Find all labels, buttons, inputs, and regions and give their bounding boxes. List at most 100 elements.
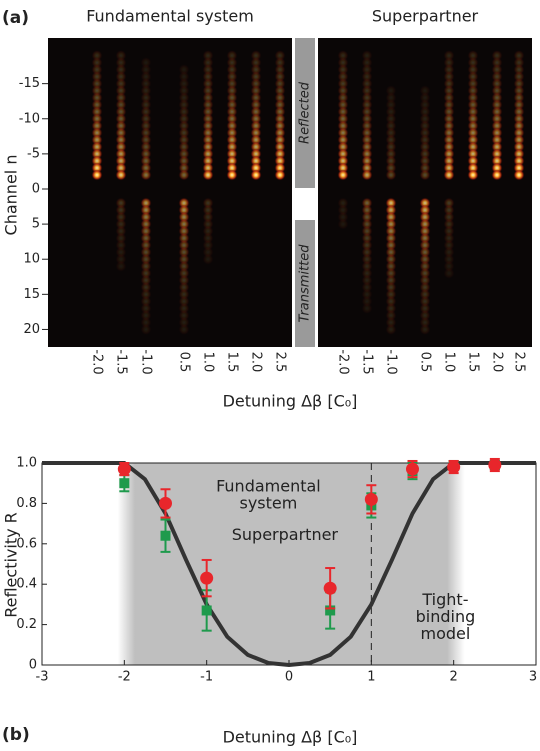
marker <box>200 571 214 585</box>
x-tick-label: 2.5 <box>273 352 288 373</box>
annotation: system <box>239 494 297 513</box>
light-spot <box>337 218 349 230</box>
annotation: Tight- <box>421 590 468 609</box>
x-tick-label: -1.0 <box>139 349 154 374</box>
x-tick-label: -1 <box>200 670 213 685</box>
y-tick-label: -15 <box>19 76 40 91</box>
light-spot <box>337 169 349 181</box>
light-spot <box>250 169 262 181</box>
panel-title: Fundamental system <box>86 7 254 26</box>
x-tick-label: -1.5 <box>114 349 129 374</box>
x-tick-label: 0.5 <box>177 352 192 373</box>
band-marker <box>295 38 315 188</box>
light-spot <box>467 169 479 181</box>
marker <box>406 462 419 476</box>
x-tick-label: 1 <box>367 670 375 685</box>
marker <box>488 458 502 472</box>
panel-title: Superpartner <box>372 7 479 26</box>
marker <box>364 492 378 506</box>
x-tick-label: 0 <box>285 670 293 685</box>
x-tick-label: 0.5 <box>418 352 433 373</box>
x-tick-label: -1.5 <box>360 349 375 374</box>
x-tick-label: 1.5 <box>466 352 481 373</box>
y-tick-label: 0 <box>32 181 40 196</box>
light-spot <box>115 169 127 181</box>
band-label: Reflected <box>298 81 313 144</box>
x-axis-title: Detuning Δβ [C₀] <box>223 728 358 747</box>
x-tick-label: 1.0 <box>201 352 216 373</box>
marker <box>201 605 212 616</box>
data-point <box>117 462 131 477</box>
x-tick-label: 2.0 <box>249 352 264 373</box>
x-tick-label: -2.0 <box>90 349 105 374</box>
light-spot <box>361 169 373 181</box>
marker <box>159 496 172 510</box>
x-tick-label: -3 <box>36 670 49 685</box>
x-tick-label: 2 <box>450 670 458 685</box>
x-tick-label: -2.0 <box>336 349 351 374</box>
y-tick-label: 1.0 <box>16 456 37 471</box>
y-tick-label: 0.8 <box>16 496 37 511</box>
data-point <box>323 567 337 610</box>
light-spot <box>115 260 127 272</box>
light-spot <box>419 323 431 335</box>
marker <box>119 478 130 489</box>
marker <box>325 605 336 616</box>
x-tick-label: 3 <box>529 670 537 685</box>
data-point <box>160 518 171 553</box>
y-tick-label: 5 <box>32 217 40 232</box>
light-spot <box>178 169 190 181</box>
light-spot <box>274 169 286 181</box>
light-spot <box>491 169 503 181</box>
marker <box>160 530 171 541</box>
annotation: model <box>421 624 471 643</box>
data-point <box>447 459 461 475</box>
light-spot <box>91 169 103 181</box>
light-spot <box>419 169 431 181</box>
marker <box>323 581 337 595</box>
data-point <box>364 484 378 515</box>
marker <box>117 462 131 476</box>
annotation: Superpartner <box>232 525 339 544</box>
data-point <box>200 558 214 598</box>
marker <box>447 460 461 474</box>
light-spot <box>443 267 455 279</box>
band-marker <box>295 220 315 347</box>
data-point <box>406 459 419 479</box>
model-curve <box>42 461 536 668</box>
x-tick-label: 2.0 <box>490 352 505 373</box>
y-axis-title: Reflectivity R <box>2 512 21 618</box>
y-tick-label: 0.2 <box>16 617 37 632</box>
annotation: Fundamental <box>216 477 321 496</box>
y-tick-label: 0 <box>29 658 37 673</box>
x-tick-label: -1.0 <box>384 349 399 374</box>
x-tick-label: 1.5 <box>225 352 240 373</box>
shaded-region <box>117 463 465 665</box>
light-spot <box>443 169 455 181</box>
light-spot <box>385 169 397 181</box>
y-tick-label: 20 <box>23 322 40 337</box>
x-tick-label: 1.0 <box>442 352 457 373</box>
y-tick-label: 10 <box>23 252 40 267</box>
light-spot <box>513 169 525 181</box>
light-spot <box>385 323 397 335</box>
light-spot <box>361 302 373 314</box>
panel-label: (b) <box>2 725 30 745</box>
x-tick-label: -2 <box>118 670 131 685</box>
data-point <box>488 457 502 473</box>
y-axis-title: Channel n <box>2 155 21 236</box>
data-point <box>159 488 172 519</box>
x-tick-label: 2.5 <box>512 352 527 373</box>
light-spot <box>202 169 214 181</box>
y-tick-label: 0.6 <box>16 536 37 551</box>
annotation: binding <box>416 607 476 626</box>
panel-label: (a) <box>2 8 29 28</box>
y-tick-label: 0.4 <box>16 577 37 592</box>
y-tick-label: -5 <box>27 146 40 161</box>
band-label: Transmitted <box>298 244 313 323</box>
light-spot <box>140 323 152 335</box>
light-spot <box>140 169 152 181</box>
x-axis-title: Detuning Δβ [C₀] <box>223 392 358 411</box>
y-tick-label: -10 <box>19 111 40 126</box>
